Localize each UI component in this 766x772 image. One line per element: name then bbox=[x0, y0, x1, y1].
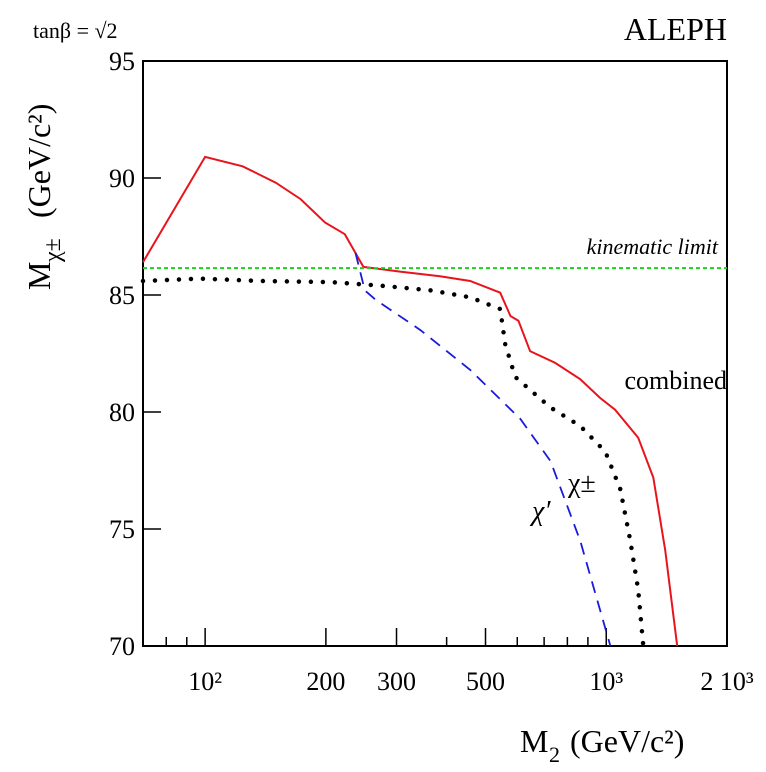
x-tick-label: 2 10³ bbox=[700, 667, 754, 696]
y-tick-label: 70 bbox=[109, 632, 135, 661]
x-axis-label: M 2 (GeV/c²) bbox=[520, 723, 684, 767]
y-tick-label: 85 bbox=[109, 281, 135, 310]
y-tick-label: 90 bbox=[109, 164, 135, 193]
y-label-sub: χ± bbox=[40, 238, 66, 263]
series-label: combined bbox=[624, 366, 727, 395]
y-label-main: M bbox=[21, 262, 57, 290]
series-label: χ± bbox=[567, 468, 596, 499]
y-tick-label: 80 bbox=[109, 398, 135, 427]
title-right: ALEPH bbox=[624, 11, 727, 47]
x-tick-label: 10³ bbox=[589, 667, 623, 696]
plot-frame bbox=[142, 60, 728, 647]
x-tick-label: 10² bbox=[188, 667, 222, 696]
title-left: tanβ = √2 bbox=[33, 18, 118, 43]
y-label-unit: (GeV/c²) bbox=[21, 104, 57, 218]
x-label-unit: (GeV/c²) bbox=[570, 723, 684, 759]
x-tick-label: 300 bbox=[377, 667, 416, 696]
y-tick-label: 95 bbox=[109, 47, 135, 76]
series-line bbox=[140, 276, 646, 649]
x-label-main: M bbox=[520, 723, 548, 759]
series-label: kinematic limit bbox=[587, 234, 719, 259]
x-tick-label: 500 bbox=[466, 667, 505, 696]
x-tick-label: 200 bbox=[306, 667, 345, 696]
y-axis-label: M χ± (GeV/c²) bbox=[21, 104, 66, 290]
x-label-sub: 2 bbox=[549, 742, 560, 767]
y-tick-label: 75 bbox=[109, 515, 135, 544]
series-line bbox=[354, 252, 612, 647]
series-line bbox=[142, 155, 679, 647]
series-label: χ′ bbox=[529, 496, 551, 527]
